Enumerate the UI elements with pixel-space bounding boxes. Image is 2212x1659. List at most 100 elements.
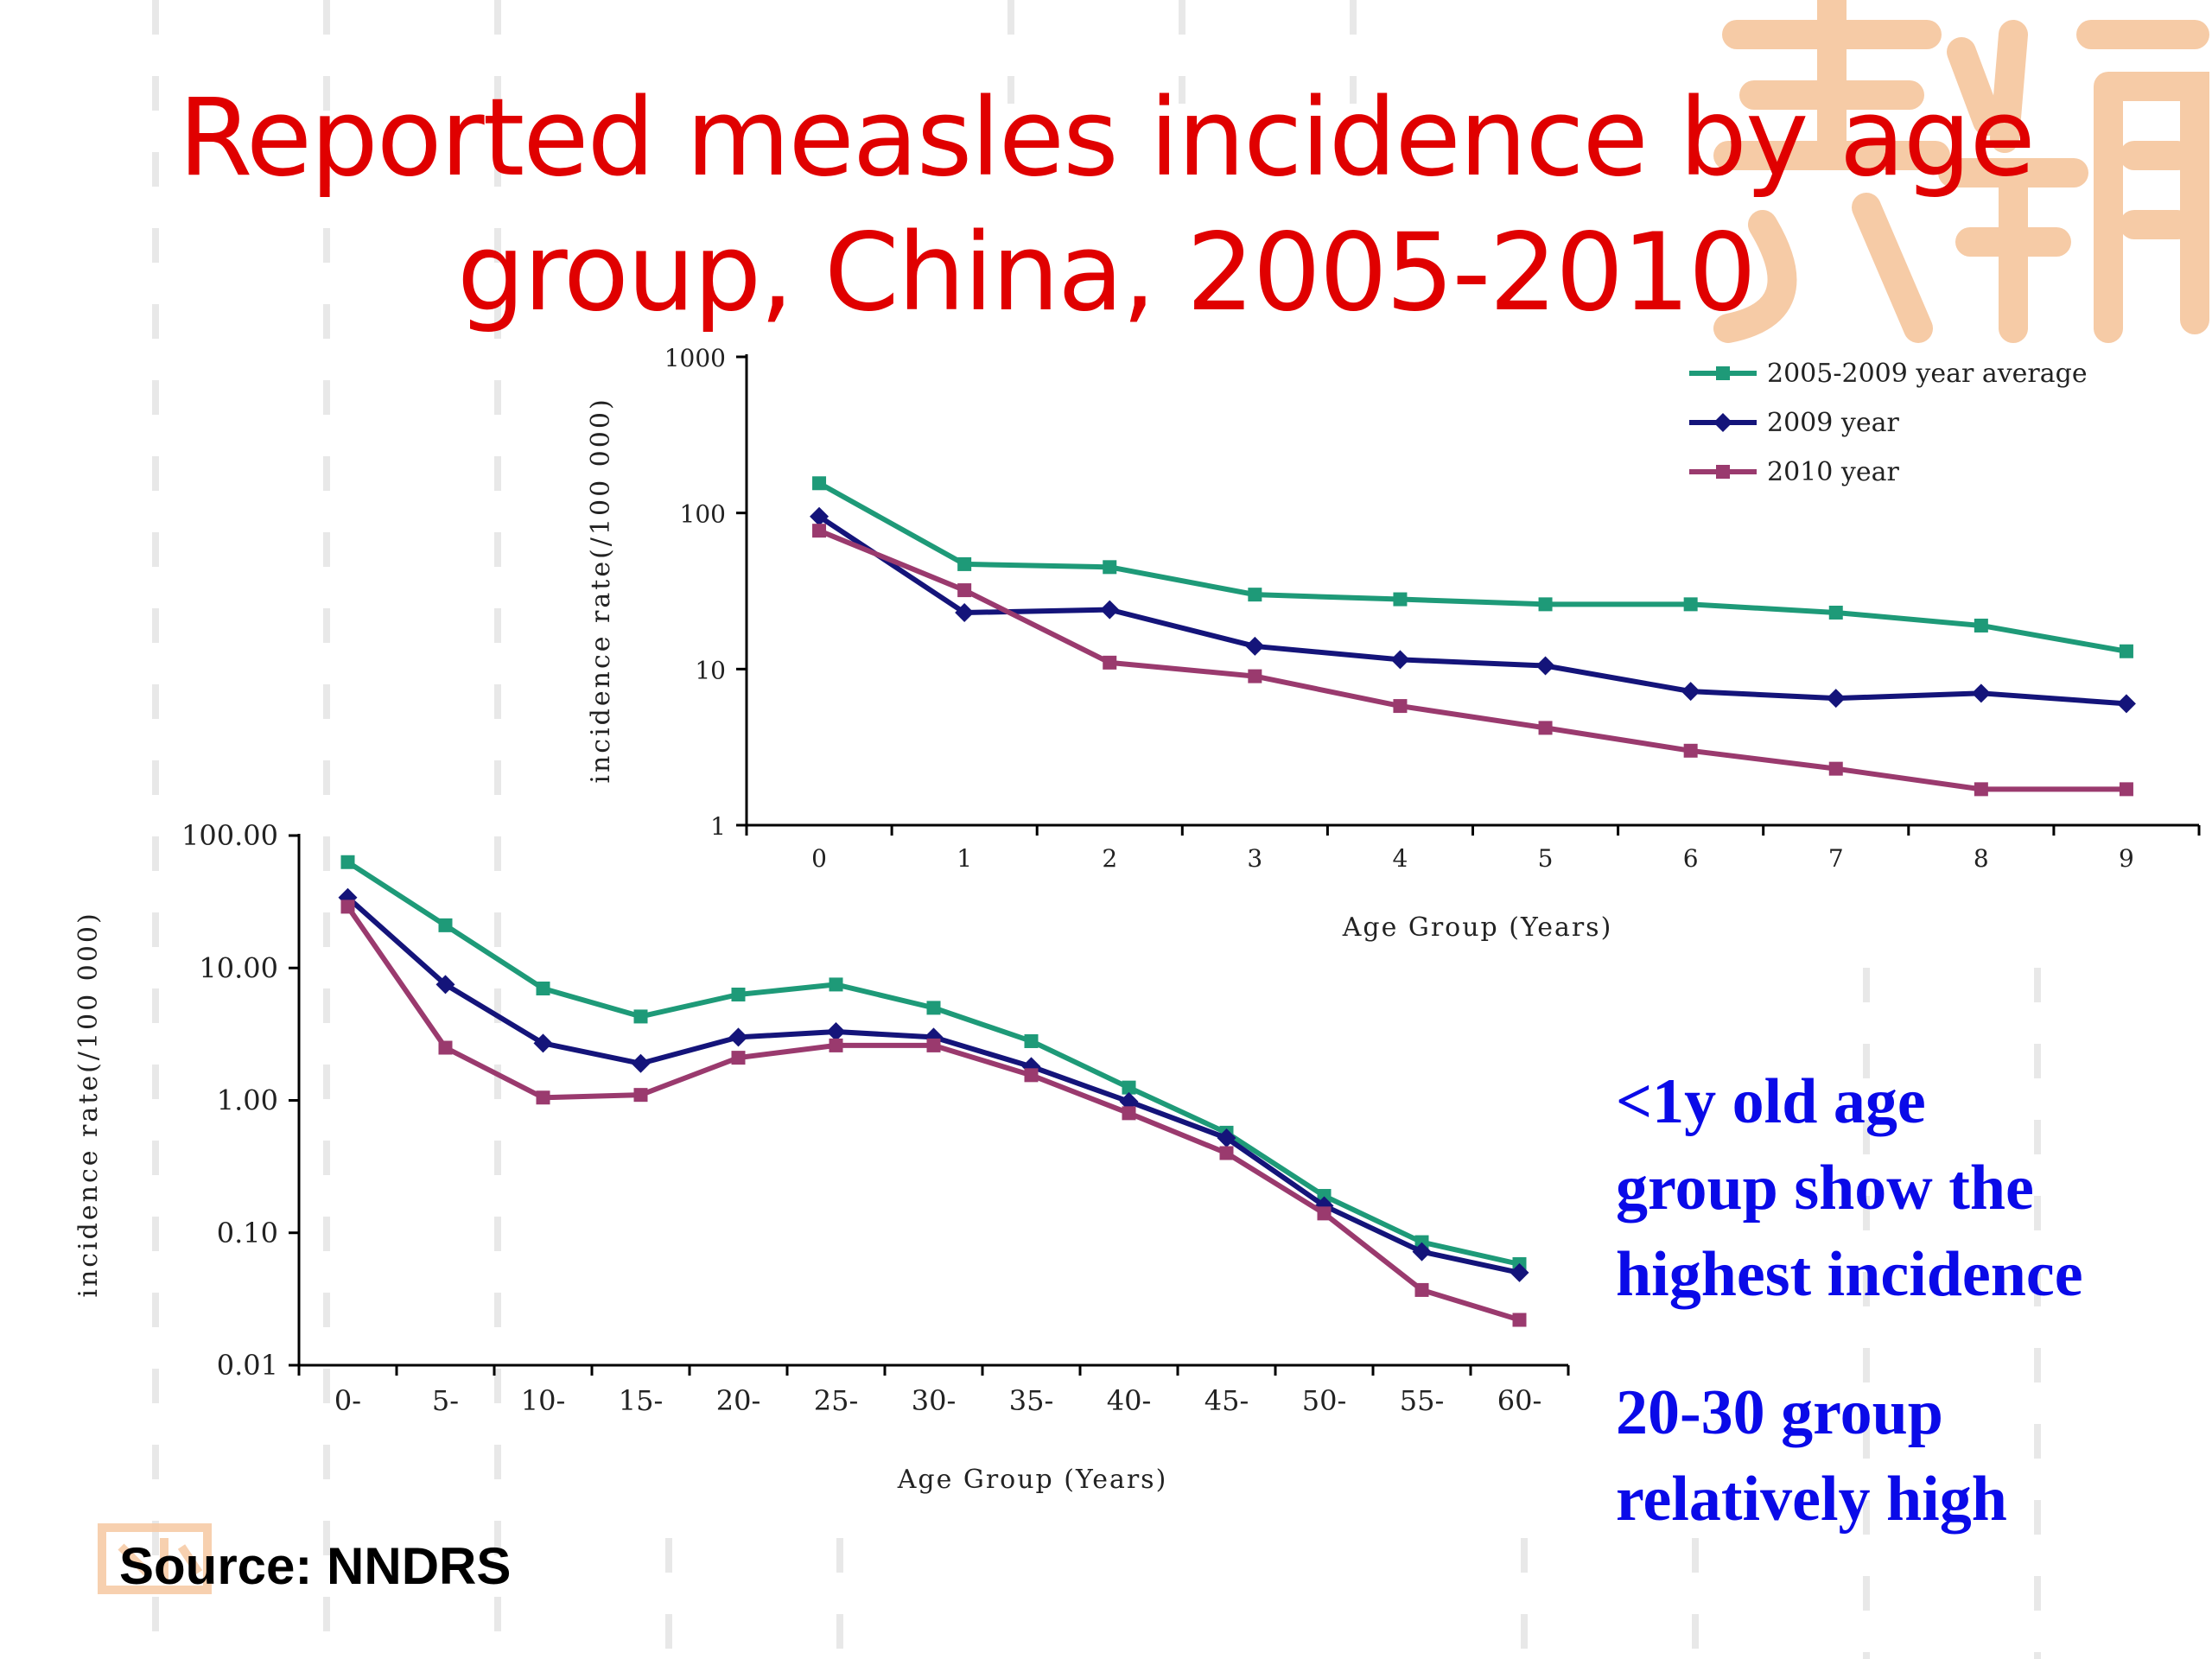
chart-all-ages-incidence: 0.01 0.10 1.00 10.00 100.00 0- 5- 10- 15- 20- 25-…	[73, 819, 1570, 1495]
data-point	[438, 918, 453, 932]
legend-marker	[1716, 465, 1730, 479]
decorative-seal-watermark	[1713, 0, 2209, 343]
y-tick-label: 100.00	[181, 819, 278, 852]
series-line	[817, 528, 2126, 792]
data-point	[438, 1040, 453, 1055]
data-point	[926, 1038, 941, 1052]
y-tick-label: 10	[695, 656, 726, 684]
x-tick-label: 20-	[716, 1384, 761, 1417]
data-point	[1248, 588, 1262, 602]
data-point	[1535, 656, 1555, 676]
y-tick-label: 10.00	[199, 951, 278, 984]
data-point	[435, 975, 455, 995]
y-tick-label: 0.10	[217, 1217, 278, 1249]
data-point	[2119, 644, 2133, 658]
chart-bottom-x-ticks: 0- 5- 10- 15- 20- 25- 30- 35- 40- 45- 50- 55- 60-	[297, 1365, 1570, 1417]
legend-label: 2009 year	[1767, 408, 1899, 438]
data-point	[1828, 605, 1843, 620]
data-point	[955, 602, 975, 622]
x-tick-label: 45-	[1205, 1384, 1249, 1417]
x-tick-label: 1	[957, 844, 972, 873]
data-point	[1248, 669, 1262, 683]
data-point	[1826, 689, 1846, 709]
data-point	[1103, 655, 1117, 670]
x-tick-label: 7	[1828, 844, 1844, 873]
data-point	[1219, 1146, 1234, 1160]
data-point	[1021, 1057, 1041, 1077]
data-point	[1245, 636, 1265, 656]
data-point	[1414, 1282, 1429, 1297]
data-point	[1100, 600, 1120, 620]
data-point	[728, 1027, 748, 1047]
data-point	[1510, 1262, 1529, 1282]
legend-marker	[1716, 366, 1730, 380]
data-point	[1122, 1080, 1136, 1095]
y-tick-label: 1.00	[217, 1084, 278, 1117]
data-point	[1412, 1242, 1432, 1262]
y-tick-label: 100	[680, 500, 726, 529]
title-line-1: Reported measles incidence by age	[178, 76, 2036, 200]
chart-top-series	[810, 476, 2136, 797]
chart-bottom-series	[338, 855, 1529, 1327]
chart-top-legend: 2005-2009 year average 2009 year 2010 year	[1689, 359, 2088, 487]
data-point	[1828, 761, 1843, 776]
data-point	[826, 1022, 846, 1042]
data-point	[1974, 782, 1988, 797]
callout-line: group show the	[1616, 1153, 2034, 1224]
callout-line: <1y old age	[1616, 1066, 1926, 1137]
series-line	[346, 905, 1521, 1323]
callout-infant-highest: <1y old age group show the highest incid…	[1616, 1058, 2083, 1318]
x-tick-label: 25-	[814, 1384, 859, 1417]
x-tick-label: 60-	[1497, 1384, 1542, 1417]
data-point	[812, 476, 827, 491]
x-tick-label: 40-	[1107, 1384, 1152, 1417]
data-point	[533, 1033, 553, 1053]
chart-top-x-ticks: 0 1 2 3 4 5 6 7 8 9	[745, 825, 2201, 873]
source-note: Source: NNDRS	[119, 1537, 512, 1595]
data-point	[731, 1051, 746, 1065]
x-tick-label: 10-	[521, 1384, 566, 1417]
data-point	[1512, 1313, 1527, 1327]
series-line	[817, 480, 2127, 654]
y-axis-label: incidence rate(/100 000)	[586, 397, 616, 783]
data-point	[1024, 1033, 1039, 1048]
data-point	[633, 1088, 648, 1103]
data-point	[810, 506, 830, 526]
data-point	[1971, 683, 1991, 703]
data-point	[1024, 1068, 1039, 1083]
x-tick-label: 30-	[912, 1384, 957, 1417]
data-point	[731, 988, 746, 1002]
data-point	[1217, 1128, 1236, 1148]
chart-infant-incidence: 1 10 100 1000 0 1 2 3 4 5 6 7 8 9 incidence rate(/10…	[586, 344, 2201, 943]
source-logo-watermark	[98, 1523, 212, 1594]
x-tick-label: 35-	[1009, 1384, 1054, 1417]
x-tick-label: 4	[1393, 844, 1408, 873]
chart-bottom-y-ticks: 0.01 0.10 1.00 10.00 100.00	[181, 819, 299, 1382]
data-point	[1317, 1189, 1332, 1204]
data-point	[1122, 1106, 1136, 1121]
data-point	[631, 1053, 651, 1073]
data-point	[1538, 597, 1553, 612]
data-point	[1683, 597, 1698, 612]
x-tick-label: 5	[1538, 844, 1554, 873]
y-tick-label: 1	[710, 812, 726, 841]
data-point	[338, 887, 358, 907]
data-point	[1414, 1235, 1429, 1249]
data-point	[1681, 682, 1700, 702]
x-tick-label: 0-	[334, 1384, 361, 1417]
y-axis-label: incidence rate(/100 000)	[73, 911, 104, 1297]
data-point	[633, 1009, 648, 1024]
x-axis-label: Age Group (Years)	[897, 1465, 1168, 1495]
data-point	[1538, 721, 1553, 735]
chart-top-y-ticks: 1 10 100 1000	[664, 344, 747, 841]
x-tick-label: 50-	[1302, 1384, 1347, 1417]
data-point	[340, 899, 355, 914]
slide-title: Reported measles incidence by age group, …	[138, 71, 2074, 340]
data-point	[812, 524, 827, 538]
data-point	[1119, 1091, 1139, 1111]
background-dash-pattern	[152, 0, 2041, 1659]
data-point	[829, 977, 843, 992]
x-tick-label: 2	[1102, 844, 1117, 873]
callout-20-30-group: 20-30 group relatively high	[1616, 1370, 2007, 1542]
